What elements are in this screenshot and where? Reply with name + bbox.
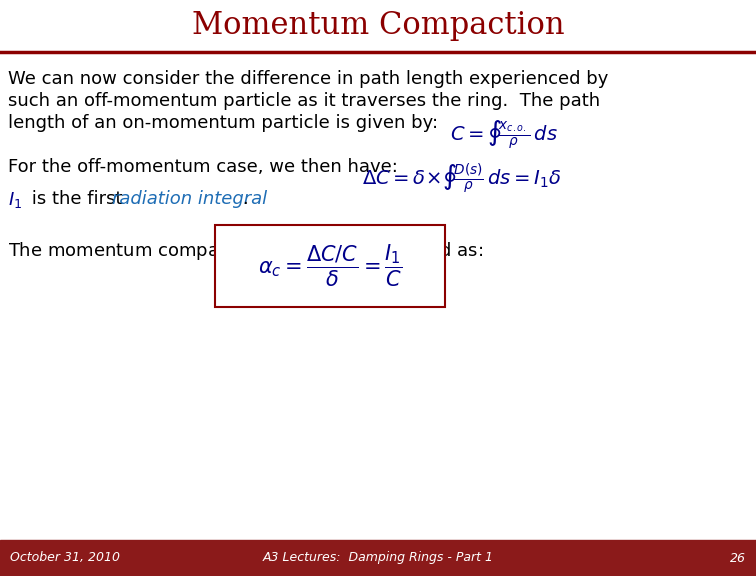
Text: radiation integral: radiation integral bbox=[112, 190, 267, 208]
Text: We can now consider the difference in path length experienced by: We can now consider the difference in pa… bbox=[8, 70, 609, 88]
Text: The momentum compaction factor, $\alpha_c$, is defined as:: The momentum compaction factor, $\alpha_… bbox=[8, 240, 483, 262]
Text: is the first: is the first bbox=[26, 190, 129, 208]
Text: For the off-momentum case, we then have:: For the off-momentum case, we then have: bbox=[8, 158, 398, 176]
FancyBboxPatch shape bbox=[215, 225, 445, 307]
Text: $C = \oint\!\frac{x_{c.o.}}{\rho}\,ds$: $C = \oint\!\frac{x_{c.o.}}{\rho}\,ds$ bbox=[450, 118, 558, 151]
Text: $\Delta C = \delta\!\times\!\oint\!\frac{D(s)}{\rho}\,ds = I_1\delta$: $\Delta C = \delta\!\times\!\oint\!\frac… bbox=[362, 161, 562, 196]
Text: Momentum Compaction: Momentum Compaction bbox=[192, 10, 564, 41]
Text: $I_1$: $I_1$ bbox=[8, 190, 22, 210]
Text: 26: 26 bbox=[730, 551, 746, 564]
Bar bbox=[0, 540, 756, 576]
Text: length of an on-momentum particle is given by:: length of an on-momentum particle is giv… bbox=[8, 114, 438, 132]
Text: such an off-momentum particle as it traverses the ring.  The path: such an off-momentum particle as it trav… bbox=[8, 92, 600, 110]
Text: A3 Lectures:  Damping Rings - Part 1: A3 Lectures: Damping Rings - Part 1 bbox=[262, 551, 494, 564]
Text: October 31, 2010: October 31, 2010 bbox=[10, 551, 120, 564]
Text: $\alpha_c = \dfrac{\Delta C/C}{\delta} = \dfrac{I_1}{C}$: $\alpha_c = \dfrac{\Delta C/C}{\delta} =… bbox=[258, 243, 402, 289]
Text: .: . bbox=[242, 190, 248, 208]
